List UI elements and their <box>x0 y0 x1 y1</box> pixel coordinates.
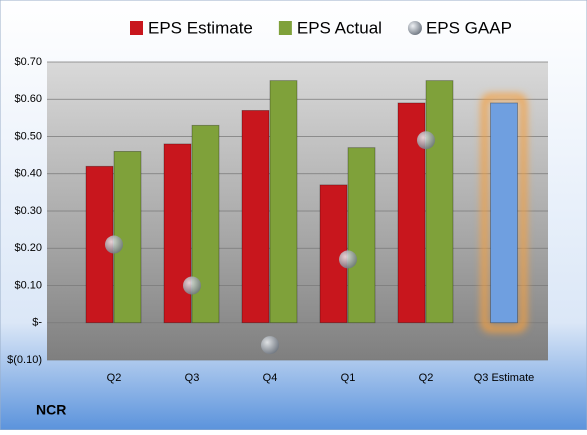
y-tick-label: $(0.10) <box>7 354 42 366</box>
y-tick-label: $0.20 <box>14 242 42 254</box>
gaap-marker <box>417 131 435 150</box>
x-tick-label: Q3 <box>185 372 200 384</box>
gaap-marker <box>339 250 357 269</box>
bar <box>163 143 192 324</box>
y-tick-label: $0.30 <box>14 205 42 217</box>
bar <box>241 110 270 324</box>
y-tick-label: $0.40 <box>14 168 42 180</box>
x-tick-label: Q3 Estimate <box>474 372 535 384</box>
gaap-marker <box>183 276 201 295</box>
legend-swatch <box>407 21 422 35</box>
legend-label: EPS Estimate <box>148 18 253 37</box>
x-tick-label: Q2 <box>107 372 122 384</box>
x-tick-label: Q2 <box>419 372 434 384</box>
highlight-glow <box>481 93 527 332</box>
company-label: NCR <box>36 402 66 418</box>
legend: EPS Estimate EPS Actual EPS GAAP <box>130 18 512 37</box>
legend-swatch <box>130 21 143 35</box>
y-tick-label: $0.10 <box>14 279 42 291</box>
x-tick-label: Q1 <box>341 372 356 384</box>
bar <box>425 80 454 324</box>
bar <box>490 102 518 324</box>
legend-label: EPS Actual <box>297 18 382 37</box>
y-tick-label: $0.70 <box>14 56 42 68</box>
y-tick-label: $0.50 <box>14 130 42 142</box>
legend-label: EPS GAAP <box>426 18 512 37</box>
gaap-marker <box>261 336 279 355</box>
bar <box>269 80 298 324</box>
y-tick-label: $0.60 <box>14 93 42 105</box>
legend-swatch <box>278 21 292 35</box>
bar <box>347 147 376 324</box>
y-tick-label: $- <box>32 317 42 329</box>
x-tick-label: Q4 <box>263 372 278 384</box>
gaap-marker <box>105 235 123 254</box>
